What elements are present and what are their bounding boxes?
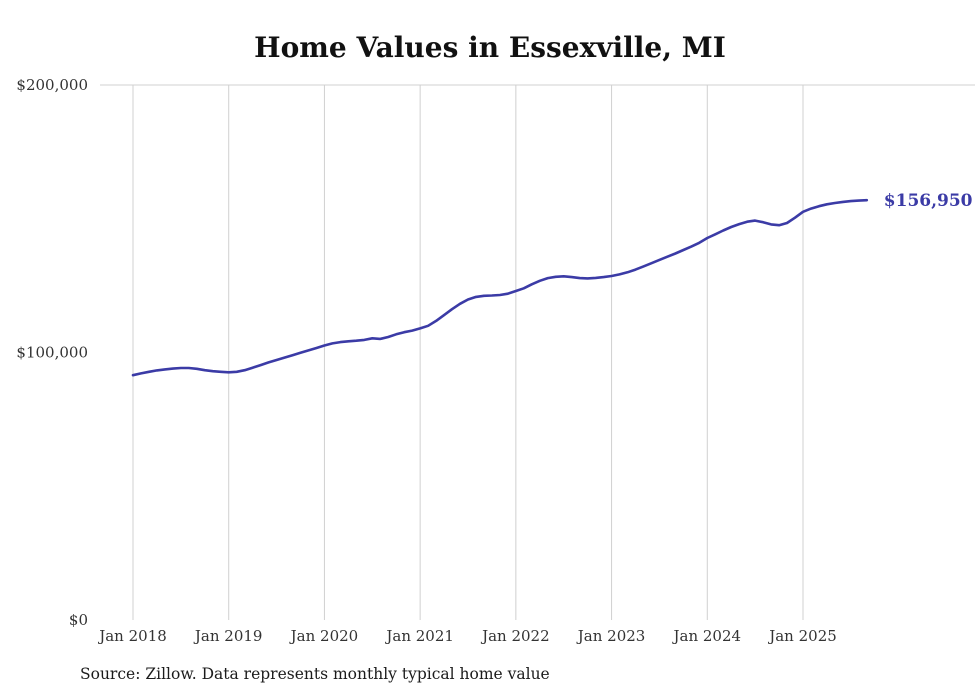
chart-title: Home Values in Essexville, MI: [254, 31, 726, 64]
x-axis-labels: Jan 2018 Jan 2019 Jan 2020 Jan 2021 Jan 2022…: [97, 627, 837, 645]
x-tick-label: Jan 2019: [193, 627, 263, 645]
x-tick-label: Jan 2022: [480, 627, 550, 645]
latest-value-label: $156,950: [884, 191, 973, 211]
source-note: Source: Zillow. Data represents monthly …: [80, 665, 550, 683]
x-tick-label: Jan 2020: [289, 627, 359, 645]
gridlines: [100, 84, 975, 620]
y-tick-label: $200,000: [16, 76, 88, 94]
x-tick-label: Jan 2025: [767, 627, 837, 645]
x-tick-label: Jan 2021: [384, 627, 454, 645]
y-tick-label: $100,000: [16, 344, 88, 362]
x-tick-label: Jan 2024: [672, 627, 742, 645]
y-tick-label: $0: [69, 611, 88, 629]
x-tick-label: Jan 2023: [576, 627, 646, 645]
x-tick-label: Jan 2018: [97, 627, 167, 645]
home-value-line: [131, 198, 869, 377]
y-axis-labels: $0 $100,000 $200,000: [16, 76, 88, 629]
